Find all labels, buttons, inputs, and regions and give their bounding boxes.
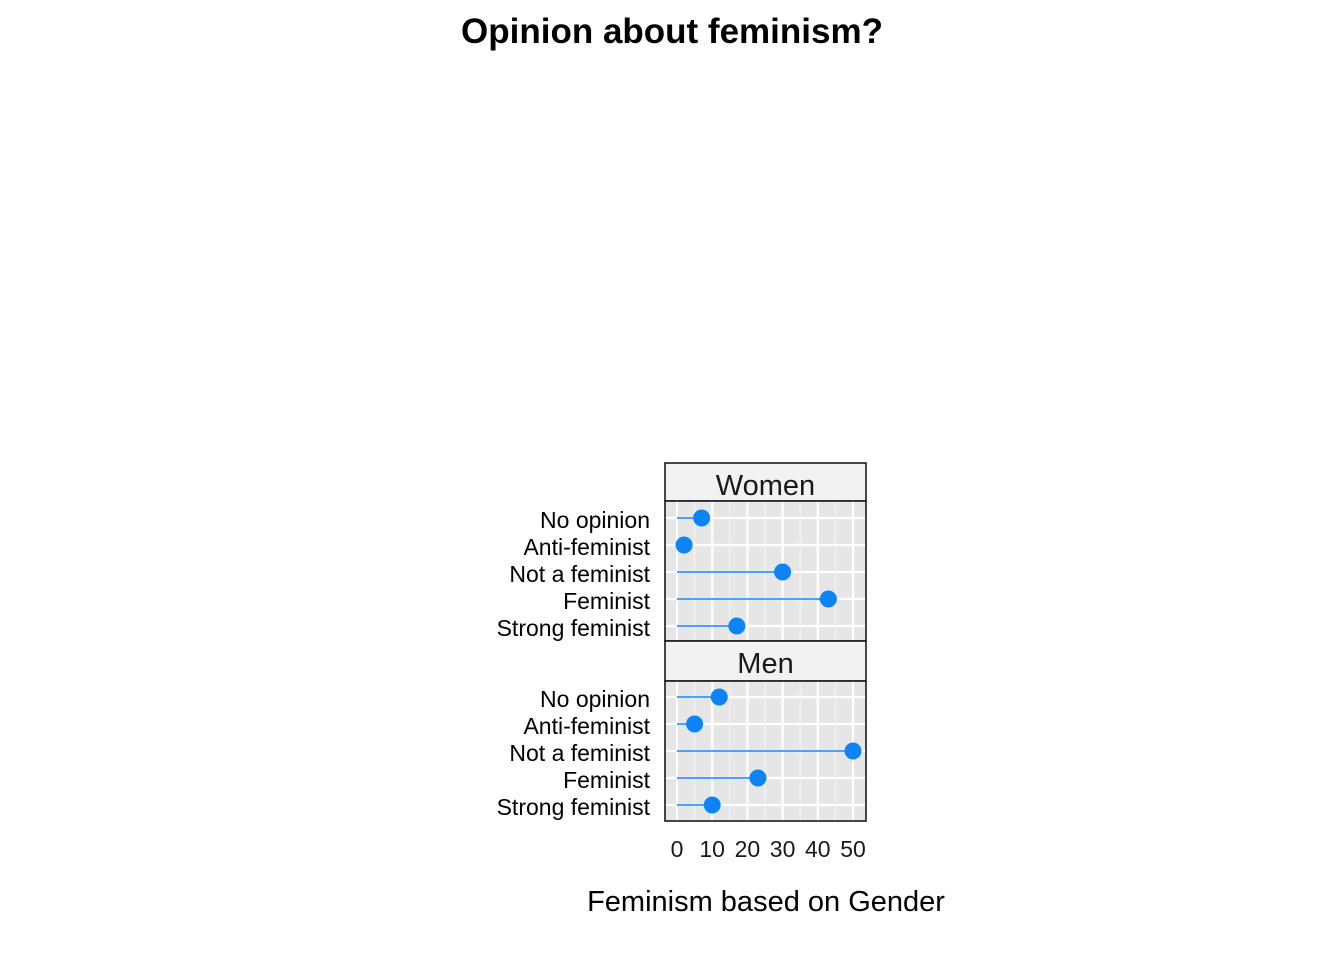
lollipop-point xyxy=(675,536,693,554)
category-label: Strong feminist xyxy=(497,615,651,641)
category-label: No opinion xyxy=(540,686,650,712)
x-tick-label: 10 xyxy=(699,836,725,862)
lollipop-point xyxy=(710,688,728,706)
lollipop-point xyxy=(819,590,837,608)
lollipop-point xyxy=(844,742,862,760)
facet-label: Women xyxy=(716,470,815,502)
panel-border xyxy=(664,680,867,822)
lollipop-point xyxy=(686,715,704,733)
x-axis: 0 10 20 30 40 50 xyxy=(671,836,866,862)
x-tick-label: 40 xyxy=(805,836,831,862)
x-tick-label: 20 xyxy=(735,836,761,862)
lollipop-point xyxy=(774,563,792,581)
category-label: Not a feminist xyxy=(509,740,650,766)
x-axis-label: Feminism based on Gender xyxy=(587,886,945,918)
x-tick-label: 30 xyxy=(770,836,796,862)
facet-strip xyxy=(664,462,867,502)
x-tick-label: 0 xyxy=(671,836,684,862)
lollipop-point xyxy=(749,769,767,787)
chart-title: Opinion about feminism? xyxy=(461,12,883,51)
category-label: Not a feminist xyxy=(509,561,650,587)
lollipop-point xyxy=(728,617,746,635)
facet-label: Men xyxy=(737,648,793,680)
category-label: Strong feminist xyxy=(497,794,651,820)
category-label: No opinion xyxy=(540,507,650,533)
category-label: Feminist xyxy=(563,588,651,614)
facet-strip xyxy=(664,640,867,682)
category-label: Anti-feminist xyxy=(523,534,650,560)
x-tick-label: 50 xyxy=(840,836,866,862)
lollipop-point xyxy=(703,796,721,814)
category-label: Anti-feminist xyxy=(523,713,650,739)
category-label: Feminist xyxy=(563,767,651,793)
lollipop-point xyxy=(693,509,711,527)
